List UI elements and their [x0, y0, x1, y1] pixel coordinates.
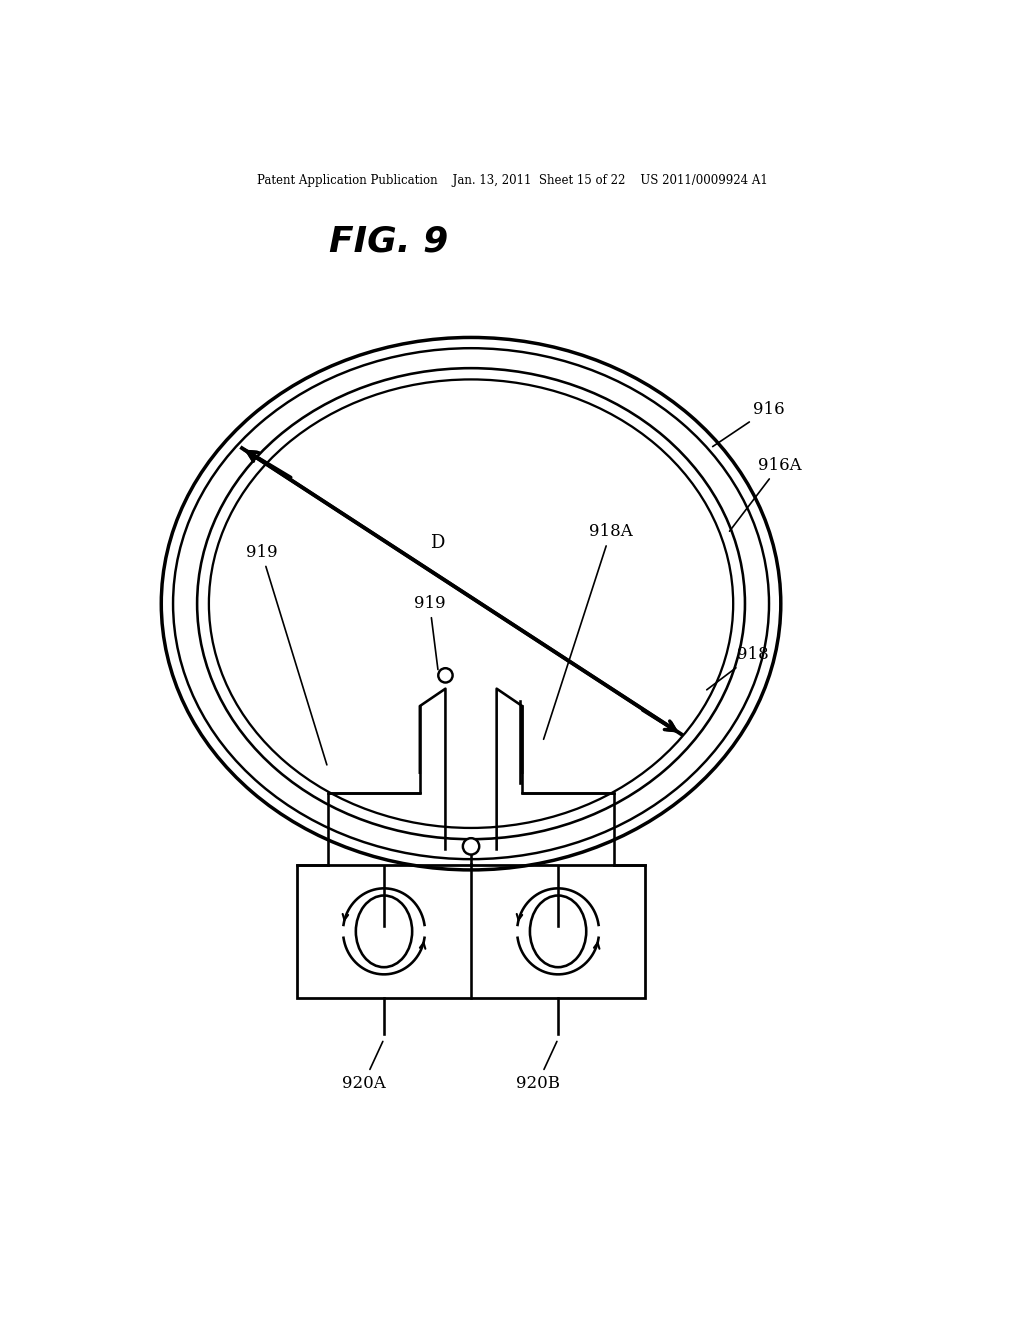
Text: 918A: 918A	[544, 524, 633, 739]
Circle shape	[438, 668, 453, 682]
Bar	[297, 865, 645, 998]
Circle shape	[463, 838, 479, 854]
Text: 916A: 916A	[729, 457, 802, 531]
Text: 920A: 920A	[342, 1041, 385, 1092]
Text: 919: 919	[246, 544, 327, 764]
Text: 916: 916	[713, 401, 784, 446]
Text: D: D	[430, 535, 444, 553]
Text: 918: 918	[707, 647, 769, 690]
Text: 919: 919	[414, 595, 445, 669]
Text: Patent Application Publication    Jan. 13, 2011  Sheet 15 of 22    US 2011/00099: Patent Application Publication Jan. 13, …	[257, 174, 767, 186]
Text: 920B: 920B	[516, 1041, 559, 1092]
Text: FIG. 9: FIG. 9	[330, 224, 449, 259]
